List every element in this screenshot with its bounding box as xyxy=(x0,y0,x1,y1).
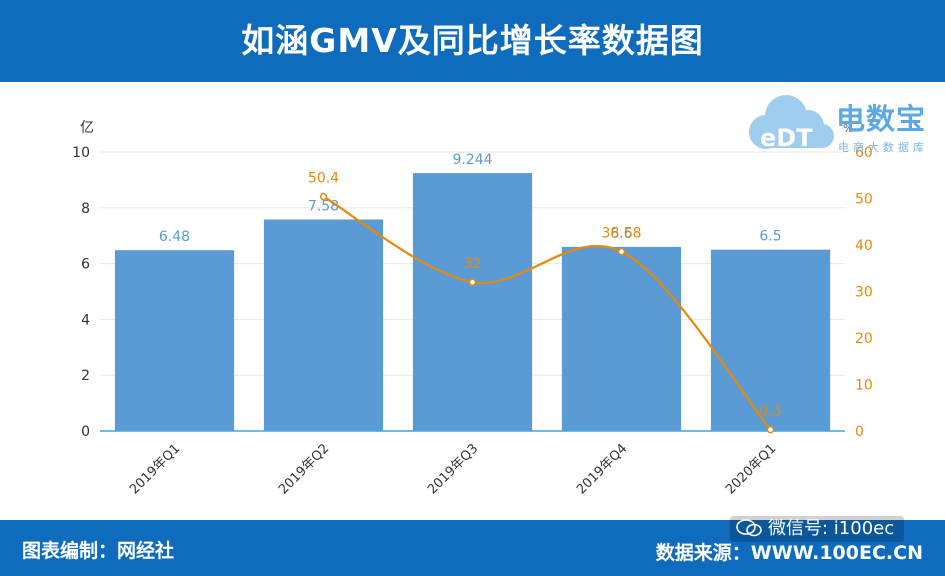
bar-value-label: 6.6 xyxy=(610,226,632,242)
page-title: 如涵GMV及同比增长率数据图 xyxy=(241,21,704,60)
logo-main-text: 电数宝 xyxy=(836,102,927,136)
wechat-badge: 微信号: i100ec xyxy=(730,516,905,542)
logo-sub-text: 电商大数据库 xyxy=(838,141,928,154)
header-band xyxy=(0,0,945,82)
y2-tick-label: 30 xyxy=(855,285,873,301)
y-tick-label: 8 xyxy=(81,201,90,217)
growth-value-label: 0.3 xyxy=(759,404,781,420)
y-tick-label: 2 xyxy=(81,368,90,384)
bar-value-label: 7.58 xyxy=(308,199,339,215)
growth-point xyxy=(617,247,626,256)
footer-left-text: 图表编制：网经社 xyxy=(22,540,175,562)
chart: 0 2 4 6 8 10 0 10 20 30 40 50 60 亿 % 6.48 7.58 9.244 6.6 6.… xyxy=(72,120,873,498)
bar xyxy=(710,249,831,431)
cloud-logo-icon: eDT xyxy=(749,95,834,152)
x-tick-label: 2019年Q3 xyxy=(425,441,481,497)
y2-tick-label: 10 xyxy=(855,378,873,394)
y2-tick-label: 20 xyxy=(855,331,873,347)
y2-tick-label: 0 xyxy=(855,424,864,440)
y2-tick-label: 50 xyxy=(855,192,873,208)
bar xyxy=(263,219,384,431)
wechat-icon xyxy=(736,519,762,537)
bar xyxy=(114,250,235,431)
growth-point xyxy=(319,192,328,201)
bar-value-label: 9.244 xyxy=(452,152,492,168)
bar xyxy=(561,246,682,431)
growth-line xyxy=(322,195,772,431)
footer-right-text: 数据来源：WWW.100EC.CN xyxy=(655,542,923,564)
logo-badge-text: eDT xyxy=(760,124,813,152)
growth-value-label: 38.58 xyxy=(601,226,641,242)
x-tick-label: 2019年Q4 xyxy=(574,441,630,497)
y2-tick-label: 60 xyxy=(855,145,873,161)
wechat-text: 微信号: i100ec xyxy=(768,518,895,539)
growth-point xyxy=(468,278,477,286)
growth-value-label: 32 xyxy=(464,256,482,272)
growth-value-label: 50.4 xyxy=(308,171,339,187)
x-tick-label: 2020年Q1 xyxy=(723,441,779,497)
y-tick-label: 4 xyxy=(81,312,90,328)
y-tick-label: 6 xyxy=(81,257,90,273)
y-axis-label: 亿 xyxy=(80,120,94,136)
x-tick-label: 2019年Q1 xyxy=(127,441,183,497)
y-tick-label: 10 xyxy=(72,145,90,161)
bar xyxy=(412,173,533,431)
bar-value-label: 6.5 xyxy=(759,229,781,245)
y2-tick-label: 40 xyxy=(855,238,873,254)
logo: eDT 电数宝 电商大数据库 xyxy=(744,90,939,160)
x-tick-label: 2019年Q2 xyxy=(276,441,332,497)
y2-axis-label: % xyxy=(843,122,853,135)
y-tick-label: 0 xyxy=(81,424,90,440)
footer-band xyxy=(0,520,945,576)
growth-point xyxy=(766,425,775,434)
bar-value-label: 6.48 xyxy=(159,229,190,245)
